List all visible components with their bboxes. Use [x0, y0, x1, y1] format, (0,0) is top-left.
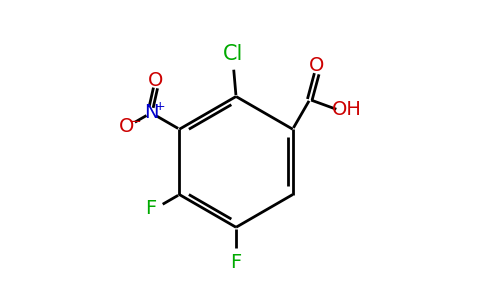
Text: O: O	[119, 117, 135, 136]
Text: +: +	[155, 100, 166, 113]
Text: Cl: Cl	[223, 44, 243, 64]
Text: O: O	[309, 56, 324, 75]
Text: N: N	[144, 103, 158, 122]
Text: −: −	[129, 113, 141, 128]
Text: OH: OH	[332, 100, 362, 119]
Text: O: O	[148, 71, 163, 90]
Text: F: F	[230, 254, 242, 272]
Text: F: F	[145, 199, 156, 218]
